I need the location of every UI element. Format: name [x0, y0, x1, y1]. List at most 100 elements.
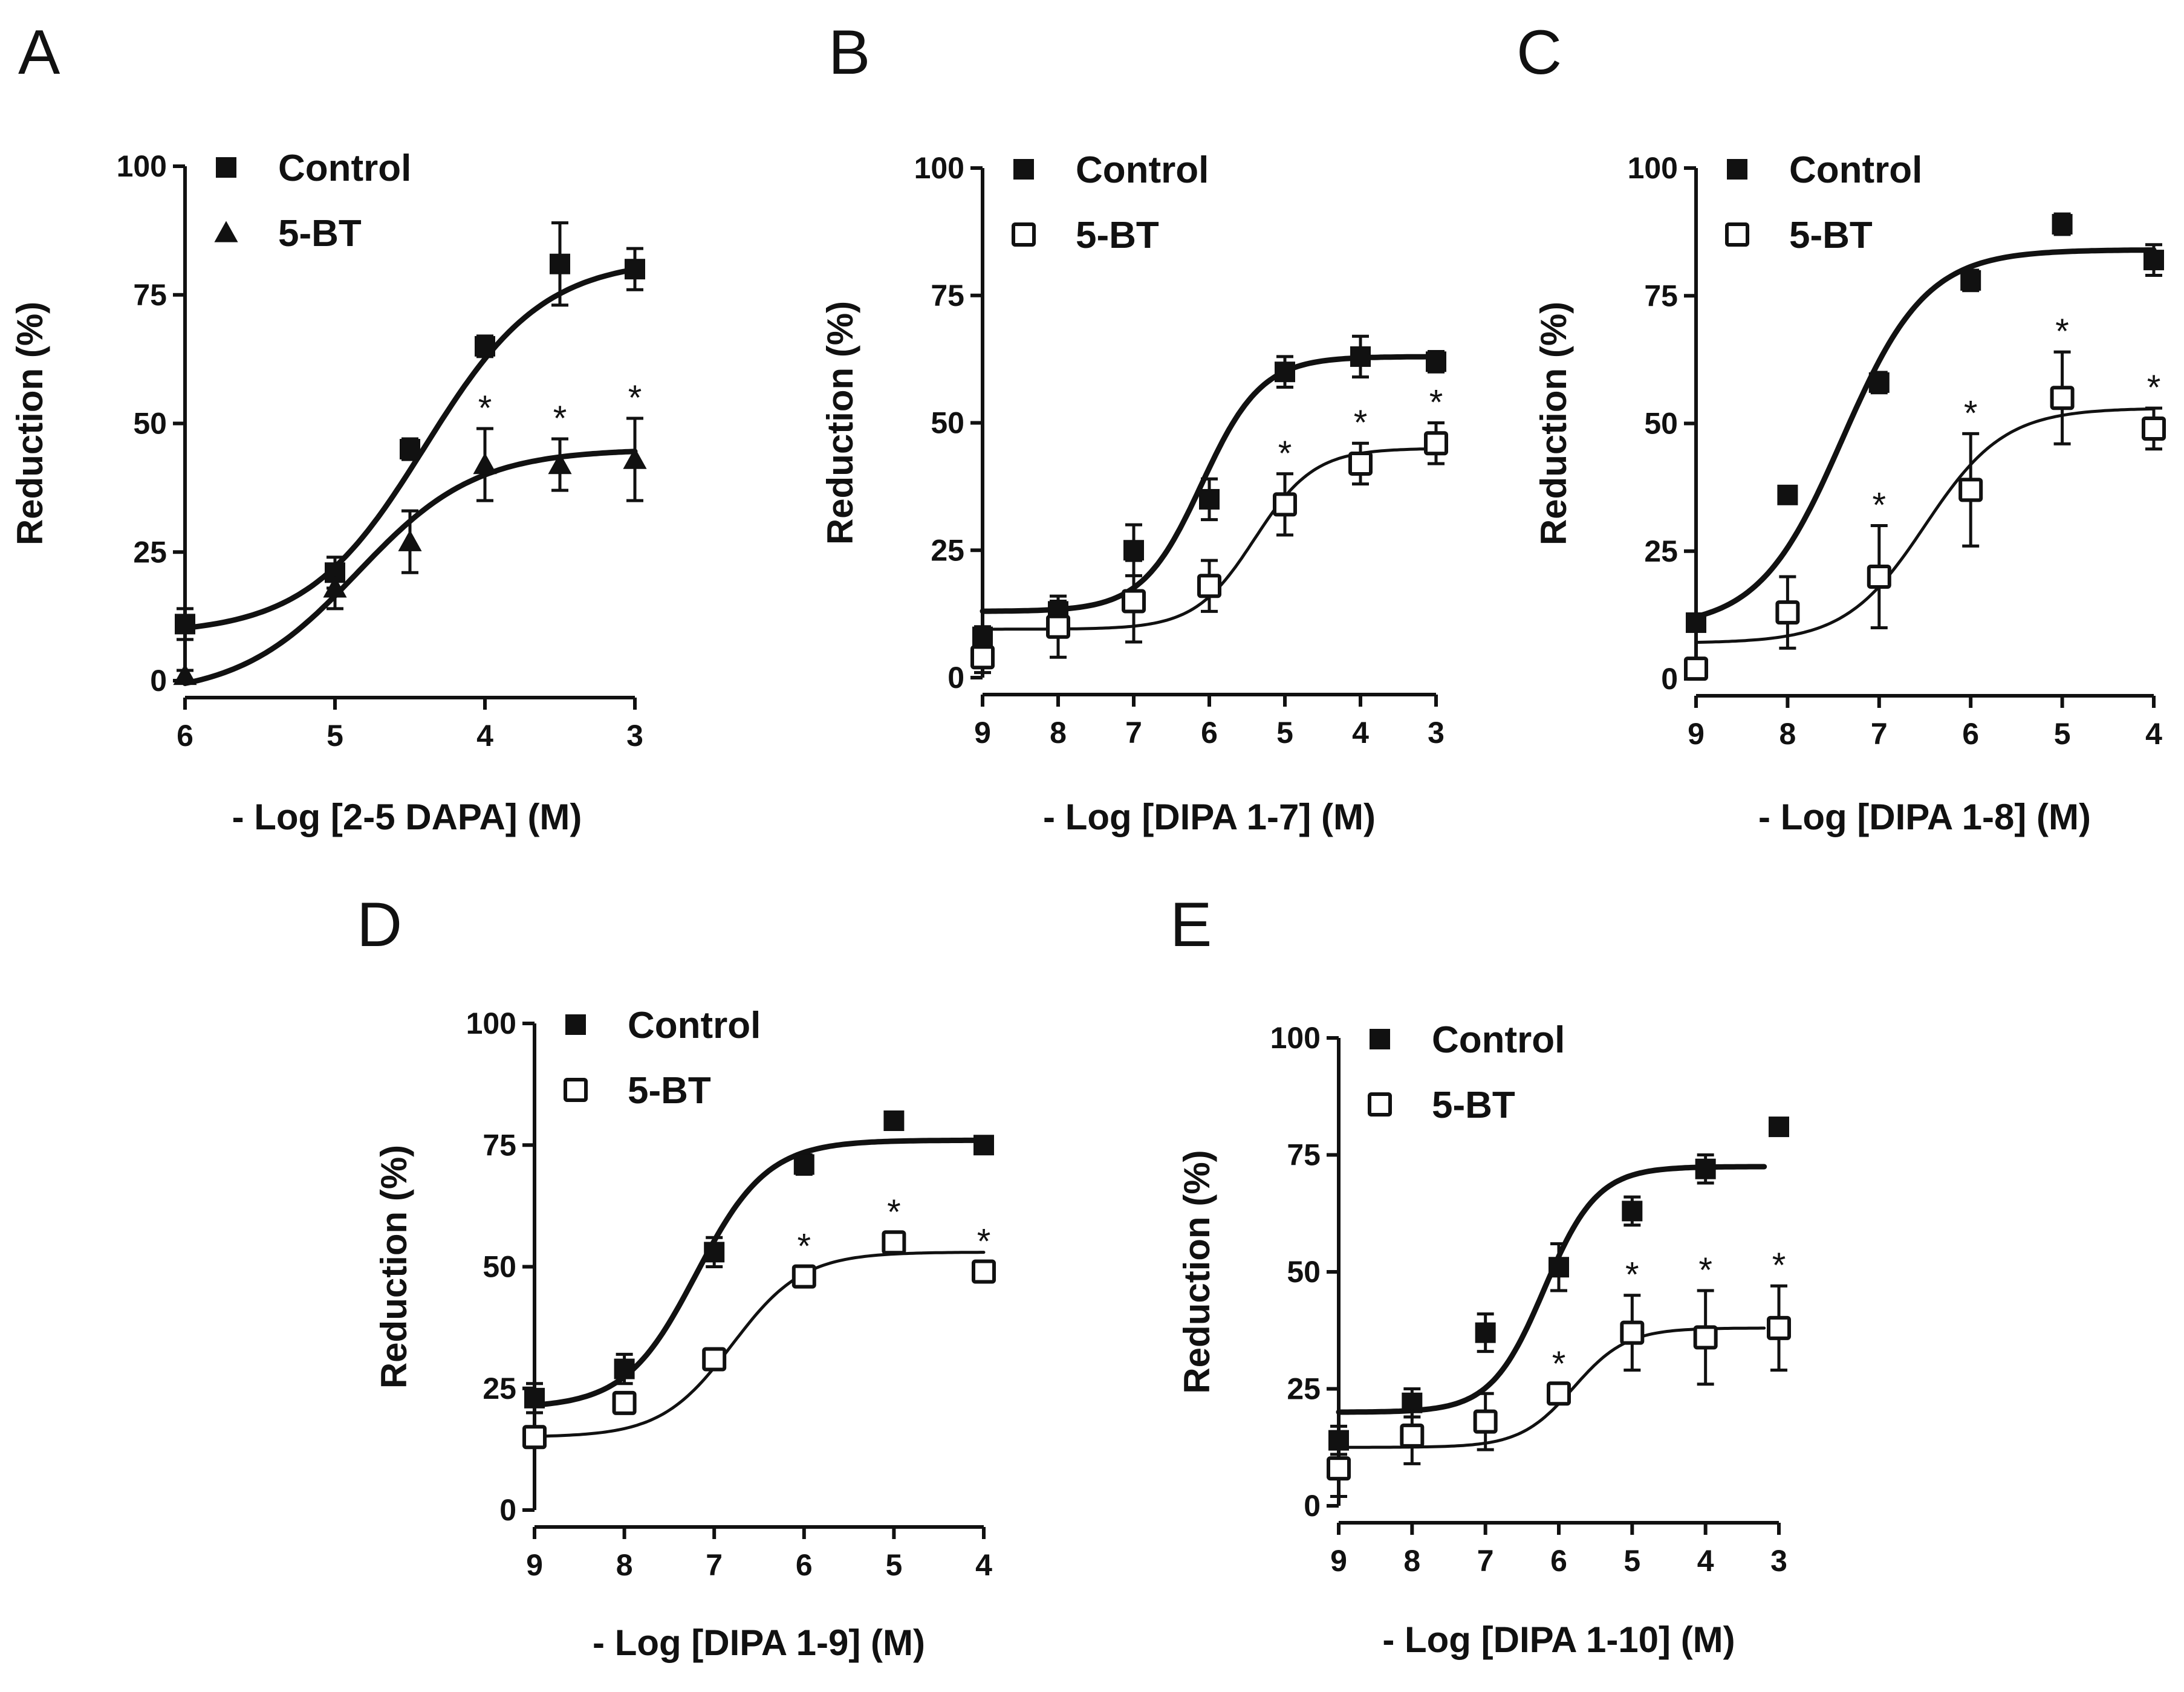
- series-5-bt: * * *: [173, 378, 647, 686]
- significance-marker: *: [1552, 1344, 1566, 1384]
- x-tick-label: 3: [1428, 716, 1445, 750]
- series-5-bt: * * *: [522, 1193, 996, 1450]
- significance-marker: *: [1964, 394, 1978, 433]
- data-point: [1958, 478, 1983, 502]
- y-axis-label: Reduction (%): [374, 1145, 414, 1389]
- y-tick-label: 100: [1628, 151, 1678, 185]
- data-point: [612, 1390, 637, 1415]
- data-point: [1549, 1257, 1569, 1278]
- y-tick-label: 100: [117, 149, 167, 183]
- legend-label: 5-BT: [1076, 215, 1159, 256]
- data-point: [1867, 565, 1891, 589]
- panel-letter: E: [1170, 890, 1212, 960]
- data-point: [524, 1387, 545, 1408]
- data-point: [1769, 1117, 1789, 1138]
- data-point: [1622, 1201, 1643, 1222]
- y-tick-label: 25: [1287, 1372, 1321, 1406]
- significance-marker: *: [553, 399, 567, 438]
- series-control: [1686, 212, 2164, 634]
- significance-marker: *: [478, 389, 492, 428]
- y-tick-label: 100: [1270, 1021, 1321, 1055]
- legend-label: 5-BT: [278, 213, 362, 254]
- y-tick-label: 75: [133, 278, 167, 312]
- x-tick-label: 9: [1688, 717, 1705, 751]
- data-point: [970, 645, 995, 670]
- data-point: [1775, 600, 1800, 625]
- x-tick-label: 4: [1697, 1544, 1714, 1578]
- series-control: [524, 1110, 994, 1415]
- data-point: [1197, 574, 1221, 598]
- y-tick-label: 0: [150, 664, 167, 698]
- x-axis-label: - Log [DIPA 1-9] (M): [593, 1622, 925, 1663]
- significance-marker: *: [2055, 312, 2069, 351]
- data-point: [1426, 351, 1446, 372]
- panel-E: E 0 25 50 75 100 9 8 7 6 5 4 3 - Log [DIPA 1-10] (M) R…: [1170, 890, 1791, 1660]
- y-axis-label: Reduction (%): [1533, 302, 1574, 545]
- data-point: [972, 1259, 996, 1284]
- y-tick-label: 0: [1304, 1489, 1321, 1523]
- data-point: [1684, 656, 1708, 681]
- legend-marker: [216, 157, 236, 178]
- y-tick-label: 75: [1644, 279, 1678, 313]
- x-tick-label: 9: [1330, 1544, 1347, 1578]
- x-tick-label: 4: [476, 719, 493, 753]
- data-point: [398, 530, 422, 551]
- y-tick-label: 75: [483, 1128, 516, 1162]
- data-point: [1868, 372, 1890, 393]
- data-point: [473, 453, 497, 475]
- significance-marker: *: [628, 378, 642, 418]
- legend-marker: [1013, 159, 1034, 180]
- data-point: [1122, 589, 1146, 614]
- legend-marker: [564, 1078, 588, 1102]
- x-tick-label: 4: [1352, 716, 1369, 750]
- data-point: [400, 439, 420, 460]
- x-tick-label: 7: [1871, 717, 1888, 751]
- x-tick-label: 8: [616, 1548, 633, 1582]
- y-tick-label: 50: [931, 406, 964, 440]
- data-point: [1400, 1423, 1425, 1448]
- data-point: [2142, 416, 2166, 441]
- y-tick-label: 25: [931, 533, 964, 567]
- x-tick-label: 5: [1276, 716, 1293, 750]
- x-axis-label: - Log [DIPA 1-7] (M): [1043, 797, 1376, 837]
- significance-marker: *: [1354, 403, 1368, 442]
- data-point: [882, 1230, 906, 1255]
- y-axis-label: Reduction (%): [10, 302, 50, 545]
- series-5-bt: * * * *: [1327, 1246, 1791, 1499]
- data-point: [2052, 213, 2073, 235]
- significance-marker: *: [887, 1193, 901, 1232]
- x-tick-label: 3: [1770, 1544, 1787, 1578]
- data-point: [1686, 612, 1706, 634]
- significance-marker: *: [1429, 383, 1443, 423]
- x-tick-label: 8: [1050, 716, 1067, 750]
- x-tick-label: 7: [706, 1548, 723, 1582]
- y-tick-label: 0: [947, 661, 964, 695]
- legend-label: Control: [1076, 149, 1209, 191]
- x-tick-label: 8: [1403, 1544, 1420, 1578]
- panel-letter: B: [828, 18, 870, 88]
- significance-marker: *: [798, 1227, 811, 1266]
- legend-marker: [1368, 1092, 1392, 1117]
- data-point: [1693, 1325, 1718, 1350]
- legend-label: Control: [628, 1005, 761, 1046]
- x-tick-label: 8: [1779, 717, 1796, 751]
- x-tick-label: 6: [796, 1548, 813, 1582]
- y-tick-label: 75: [1287, 1138, 1321, 1172]
- data-point: [1960, 270, 1981, 291]
- data-point: [1199, 488, 1220, 510]
- y-tick-label: 75: [931, 279, 964, 313]
- data-point: [1327, 1456, 1351, 1481]
- data-point: [1046, 614, 1070, 639]
- legend-marker: [1725, 222, 1749, 247]
- y-tick-label: 0: [499, 1493, 516, 1527]
- x-tick-label: 4: [2145, 717, 2162, 751]
- significance-marker: *: [1698, 1251, 1712, 1290]
- fit-curve-control: [531, 1137, 987, 1408]
- data-point: [1620, 1320, 1645, 1345]
- x-tick-label: 9: [974, 716, 991, 750]
- data-point: [1475, 1322, 1496, 1343]
- panel-letter: A: [18, 18, 60, 88]
- fit-curve-control: [1693, 247, 2157, 620]
- data-point: [323, 576, 347, 598]
- data-point: [2143, 250, 2164, 271]
